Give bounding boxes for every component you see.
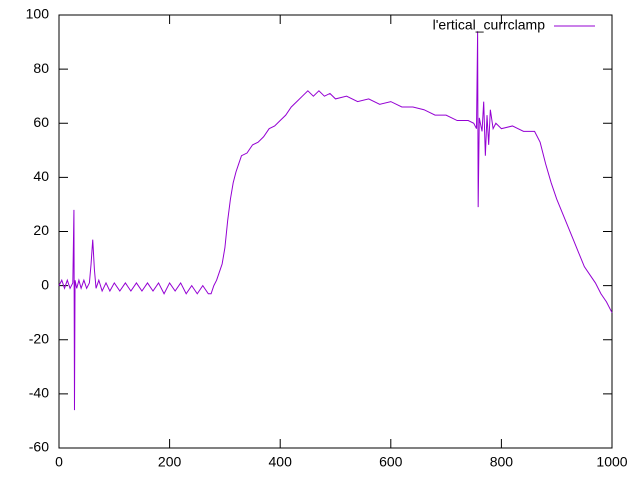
x-tick-label: 400 xyxy=(269,454,293,470)
y-tick-label: -60 xyxy=(29,439,49,455)
x-tick-label: 200 xyxy=(158,454,182,470)
y-tick-label: 80 xyxy=(33,60,49,76)
legend-label: l'ertical_currclamp xyxy=(433,17,546,33)
y-tick-label: 0 xyxy=(41,276,49,292)
x-tick-label: 0 xyxy=(55,454,63,470)
y-tick-label: 20 xyxy=(33,222,49,238)
y-tick-label: 100 xyxy=(26,6,50,22)
x-tick-label: 1000 xyxy=(596,454,627,470)
x-tick-label: 800 xyxy=(490,454,514,470)
data-line xyxy=(58,31,613,411)
y-tick-label: 40 xyxy=(33,168,49,184)
y-tick-label: -20 xyxy=(29,330,49,346)
plot-border xyxy=(58,14,613,449)
y-tick-label: 60 xyxy=(33,114,49,130)
y-tick-label: -40 xyxy=(29,385,49,401)
x-tick-label: 600 xyxy=(379,454,403,470)
